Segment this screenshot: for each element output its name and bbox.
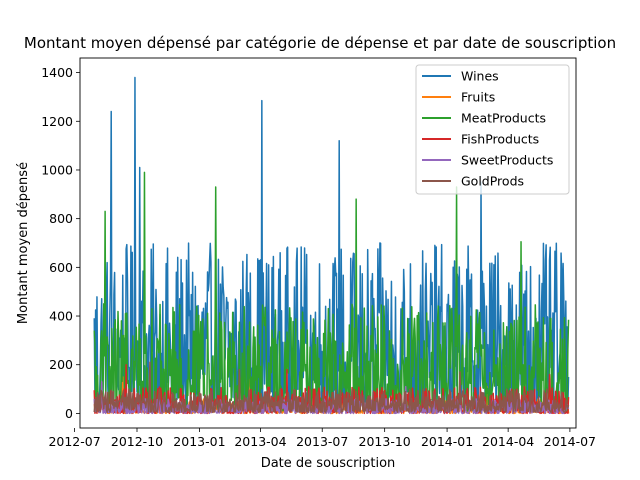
legend-label-sweetproducts: SweetProducts — [461, 153, 553, 168]
plot-frame — [79, 57, 577, 429]
x-tick-label: 2014-01 — [421, 434, 473, 449]
legend-label-fishproducts: FishProducts — [461, 132, 539, 147]
y-axis-label: Montant moyen dépensé — [16, 162, 31, 324]
y-tick-label: 200 — [49, 357, 73, 372]
x-tick-label: 2013-10 — [359, 434, 411, 449]
x-tick-label: 2013-01 — [173, 434, 225, 449]
y-tick-label: 1000 — [41, 162, 73, 177]
y-tick-label: 800 — [49, 211, 73, 226]
legend-label-meatproducts: MeatProducts — [461, 111, 546, 126]
y-axis-ticks: 0 200 400 600 800 1000 1200 1400 — [41, 65, 80, 421]
legend-label-goldprods: GoldProds — [461, 174, 524, 189]
legend: Wines Fruits MeatProducts FishProducts Sweet… — [415, 64, 570, 195]
y-tick-label: 1400 — [41, 65, 73, 80]
y-tick-label: 1200 — [41, 114, 73, 129]
series-line-meatproducts — [93, 171, 570, 412]
x-tick-label: 2012-10 — [111, 434, 163, 449]
x-axis-ticks: 2012-07 2012-10 2013-01 2013-04 2013-07 2013-… — [48, 428, 596, 449]
x-axis-label: Date de souscription — [261, 456, 396, 471]
legend-label-wines: Wines — [461, 69, 499, 84]
y-tick-label: 600 — [49, 260, 73, 275]
series-group — [93, 76, 570, 415]
legend-label-fruits: Fruits — [461, 90, 495, 105]
series-line-goldprods — [93, 361, 570, 413]
chart-title: Montant moyen dépensé par catégorie de d… — [24, 34, 616, 52]
y-tick-label: 400 — [49, 309, 73, 324]
x-tick-label: 2014-07 — [544, 434, 596, 449]
x-tick-label: 2013-04 — [234, 434, 286, 449]
x-tick-label: 2013-07 — [296, 434, 348, 449]
y-tick-label: 0 — [65, 406, 73, 421]
x-tick-label: 2012-07 — [48, 434, 100, 449]
legend-box — [415, 64, 570, 195]
x-tick-label: 2014-04 — [482, 434, 534, 449]
